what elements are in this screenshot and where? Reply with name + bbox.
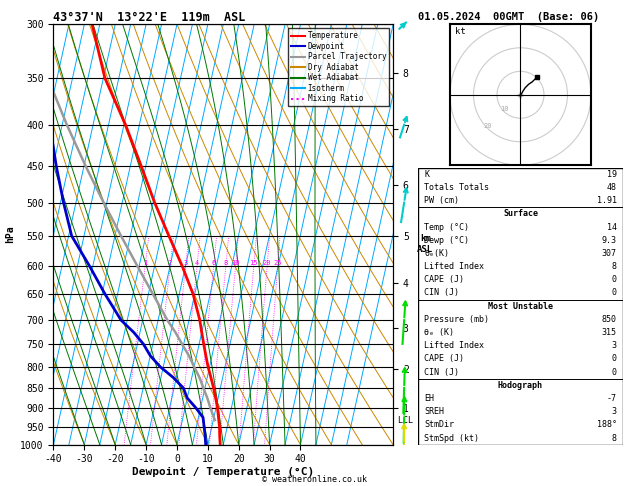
Text: -7: -7 [606, 394, 616, 403]
Text: 6: 6 [211, 260, 216, 266]
Text: 0: 0 [611, 354, 616, 364]
Text: 1: 1 [143, 260, 147, 266]
Text: 8: 8 [611, 262, 616, 271]
Text: 0: 0 [611, 289, 616, 297]
Text: Surface: Surface [503, 209, 538, 218]
Text: Totals Totals: Totals Totals [425, 183, 489, 192]
Text: 188°: 188° [596, 420, 616, 430]
Text: 3: 3 [611, 407, 616, 416]
Text: 25: 25 [274, 260, 282, 266]
Text: 10: 10 [500, 106, 508, 112]
Text: θₑ (K): θₑ (K) [425, 328, 454, 337]
Text: Pressure (mb): Pressure (mb) [425, 315, 489, 324]
Text: StmDir: StmDir [425, 420, 454, 430]
Text: EH: EH [425, 394, 435, 403]
Text: 307: 307 [601, 249, 616, 258]
Text: Lifted Index: Lifted Index [425, 341, 484, 350]
Y-axis label: km
ASL: km ASL [417, 235, 433, 254]
Y-axis label: hPa: hPa [4, 226, 14, 243]
Text: Temp (°C): Temp (°C) [425, 223, 469, 231]
Text: 3: 3 [611, 341, 616, 350]
Text: StmSpd (kt): StmSpd (kt) [425, 434, 479, 443]
Text: 4: 4 [195, 260, 199, 266]
Text: 9.3: 9.3 [601, 236, 616, 245]
Text: 01.05.2024  00GMT  (Base: 06): 01.05.2024 00GMT (Base: 06) [418, 12, 599, 22]
Text: 0: 0 [611, 367, 616, 377]
Text: 10: 10 [231, 260, 240, 266]
Text: kt: kt [455, 27, 465, 35]
Text: LCL: LCL [393, 416, 413, 425]
Text: 8: 8 [224, 260, 228, 266]
Text: 19: 19 [606, 170, 616, 179]
Text: 48: 48 [606, 183, 616, 192]
Text: Dewp (°C): Dewp (°C) [425, 236, 469, 245]
X-axis label: Dewpoint / Temperature (°C): Dewpoint / Temperature (°C) [132, 467, 314, 477]
Text: 0: 0 [611, 275, 616, 284]
Text: θₑ(K): θₑ(K) [425, 249, 449, 258]
Text: CAPE (J): CAPE (J) [425, 354, 464, 364]
Text: 1.91: 1.91 [596, 196, 616, 205]
Text: 14: 14 [606, 223, 616, 231]
Text: CIN (J): CIN (J) [425, 367, 459, 377]
Text: 15: 15 [250, 260, 258, 266]
Text: Most Unstable: Most Unstable [488, 302, 553, 311]
Text: SREH: SREH [425, 407, 445, 416]
Text: CAPE (J): CAPE (J) [425, 275, 464, 284]
Text: 315: 315 [601, 328, 616, 337]
Text: K: K [425, 170, 430, 179]
Text: 2: 2 [168, 260, 172, 266]
Text: 850: 850 [601, 315, 616, 324]
Text: Hodograph: Hodograph [498, 381, 543, 390]
Text: PW (cm): PW (cm) [425, 196, 459, 205]
Text: 3: 3 [184, 260, 187, 266]
Text: 20: 20 [263, 260, 271, 266]
Text: © weatheronline.co.uk: © weatheronline.co.uk [262, 474, 367, 484]
Text: Lifted Index: Lifted Index [425, 262, 484, 271]
Legend: Temperature, Dewpoint, Parcel Trajectory, Dry Adiabat, Wet Adiabat, Isotherm, Mi: Temperature, Dewpoint, Parcel Trajectory… [287, 28, 389, 106]
Text: 20: 20 [483, 122, 492, 129]
Text: 43°37'N  13°22'E  119m  ASL: 43°37'N 13°22'E 119m ASL [53, 11, 246, 24]
Text: CIN (J): CIN (J) [425, 289, 459, 297]
Text: 8: 8 [611, 434, 616, 443]
